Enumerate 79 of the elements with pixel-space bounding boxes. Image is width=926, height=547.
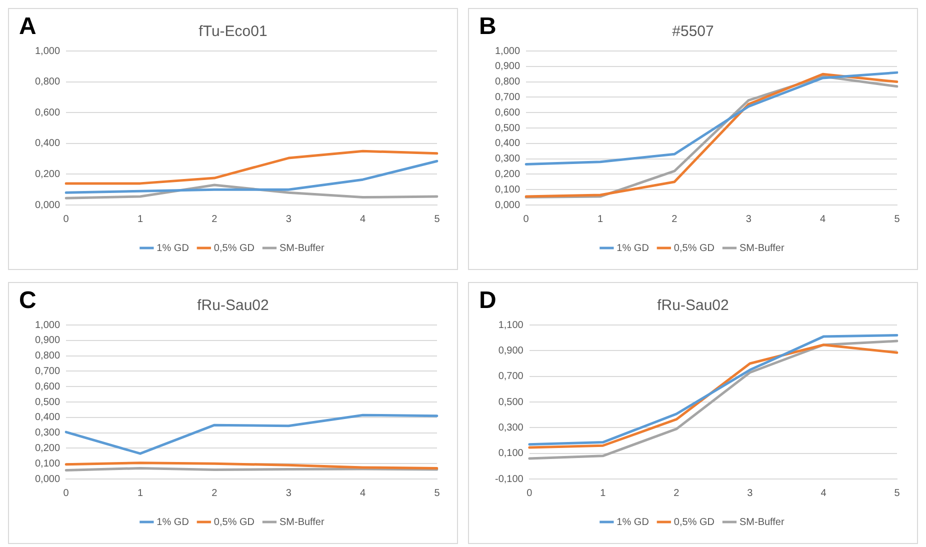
y-tick-label: 0,000 <box>34 200 60 211</box>
legend-label: 1% GD <box>156 516 189 528</box>
y-tick-label: -0,100 <box>494 474 524 485</box>
x-tick-label: 1 <box>600 488 606 499</box>
legend-label: SM-Buffer <box>739 242 785 254</box>
y-tick-label: 1,000 <box>494 46 520 57</box>
x-tick-label: 1 <box>597 214 604 225</box>
y-tick-label: 1,000 <box>34 320 60 331</box>
y-tick-label: 0,200 <box>494 168 520 180</box>
y-tick-label: 0,900 <box>494 61 520 72</box>
y-tick-label: 0,500 <box>34 396 60 408</box>
chart-title: #5507 <box>672 23 714 40</box>
x-tick-label: 1 <box>137 488 144 499</box>
legend-label: 1% GD <box>616 516 649 528</box>
x-tick-label: 1 <box>137 214 144 225</box>
y-tick-label: 0,900 <box>34 335 60 346</box>
y-tick-label: 0,500 <box>494 122 520 134</box>
x-tick-label: 5 <box>434 488 440 499</box>
legend-label: 0,5% GD <box>674 242 714 254</box>
text: A <box>19 13 36 41</box>
y-tick-label: 0,600 <box>34 381 60 392</box>
y-tick-label: 0,700 <box>34 366 60 377</box>
y-tick-label: 0,200 <box>34 168 60 180</box>
legend-label: 0,5% GD <box>674 516 714 528</box>
chart-title: fRu-Sau02 <box>197 297 269 314</box>
y-tick-label: 0,000 <box>494 200 520 211</box>
legend-label: SM-Buffer <box>279 516 325 528</box>
y-tick-label: 0,600 <box>494 107 520 118</box>
y-tick-label: 0,500 <box>498 396 524 408</box>
x-tick-label: 0 <box>63 488 70 499</box>
legend-label: 0,5% GD <box>214 516 254 528</box>
legend-label: 1% GD <box>616 242 649 254</box>
x-tick-label: 3 <box>747 488 754 499</box>
y-tick-label: 0,100 <box>494 184 520 196</box>
text: B <box>479 13 496 41</box>
y-tick-label: 0,400 <box>494 138 520 150</box>
y-tick-label: 0,300 <box>498 422 524 434</box>
x-tick-label: 4 <box>360 214 366 225</box>
y-tick-label: 0,900 <box>498 345 524 356</box>
x-tick-label: 0 <box>526 488 533 499</box>
y-tick-label: 0,700 <box>494 92 520 103</box>
x-tick-label: 4 <box>820 488 827 499</box>
x-tick-label: 5 <box>894 488 900 499</box>
chart-title: fTu-Eco01 <box>198 23 268 40</box>
x-tick-label: 5 <box>894 214 900 225</box>
x-tick-label: 4 <box>820 214 826 225</box>
y-tick-label: 0,000 <box>34 474 60 485</box>
y-tick-label: 0,600 <box>34 107 60 118</box>
x-tick-label: 3 <box>746 214 752 225</box>
y-tick-label: 0,800 <box>34 76 60 88</box>
y-tick-label: 0,100 <box>498 448 524 460</box>
legend-label: 0,5% GD <box>214 242 254 254</box>
x-tick-label: 2 <box>674 488 680 499</box>
x-tick-label: 3 <box>286 488 292 499</box>
legend-label: SM-Buffer <box>279 242 325 254</box>
y-tick-label: 0,200 <box>34 442 60 454</box>
y-tick-label: 0,400 <box>34 138 60 150</box>
x-tick-label: 0 <box>63 214 70 225</box>
x-tick-label: 3 <box>286 214 292 225</box>
x-tick-label: 2 <box>212 214 218 225</box>
chart-title: fRu-Sau02 <box>657 297 729 314</box>
x-tick-label: 2 <box>212 488 218 499</box>
y-tick-label: 0,300 <box>494 154 520 165</box>
y-tick-label: 1,000 <box>34 46 60 57</box>
y-tick-label: 0,700 <box>498 371 524 382</box>
x-tick-label: 4 <box>360 488 366 499</box>
legend-label: SM-Buffer <box>739 516 785 528</box>
text: C <box>19 287 36 315</box>
y-tick-label: 0,800 <box>34 350 60 362</box>
y-tick-label: 0,800 <box>494 76 520 88</box>
y-tick-label: 0,400 <box>34 412 60 424</box>
x-tick-label: 0 <box>523 214 530 225</box>
legend-label: 1% GD <box>156 242 189 254</box>
x-tick-label: 2 <box>672 214 678 225</box>
y-tick-label: 0,300 <box>34 428 60 439</box>
y-tick-label: 1,100 <box>498 320 524 331</box>
x-tick-label: 5 <box>434 214 440 225</box>
text: D <box>479 287 496 315</box>
y-tick-label: 0,100 <box>34 458 60 470</box>
